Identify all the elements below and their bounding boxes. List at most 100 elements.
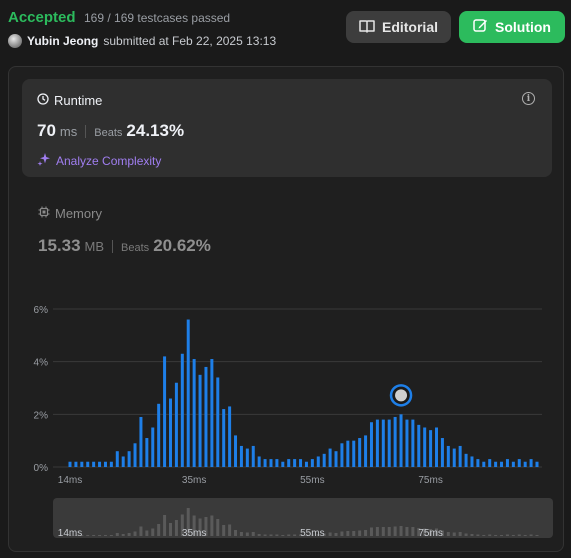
bar [239, 445, 243, 467]
editorial-button[interactable]: Editorial [346, 11, 451, 43]
runtime-unit: ms [59, 124, 78, 139]
mini-x-tick-label: 75ms [418, 528, 442, 539]
mini-bar [281, 535, 285, 536]
runtime-value: 70 [37, 121, 56, 140]
mini-x-tick-label: 14ms [58, 528, 82, 539]
memory-title[interactable]: Memory [38, 206, 102, 221]
bar [210, 359, 214, 467]
submitter-line: Yubin Jeong submitted at Feb 22, 2025 13… [8, 34, 276, 48]
memory-value: 15.33 [38, 236, 81, 255]
divider [112, 239, 114, 253]
mini-bar [375, 527, 379, 536]
bar [505, 459, 509, 467]
bar [405, 419, 409, 467]
mini-bar [464, 533, 468, 536]
runtime-title: Runtime [37, 93, 102, 108]
chip-icon [38, 206, 50, 221]
mini-bar [405, 527, 409, 536]
mini-bar [168, 523, 172, 536]
bar [322, 453, 326, 467]
bar [304, 461, 308, 467]
bar [151, 427, 155, 467]
x-tick-label: 55ms [300, 475, 324, 486]
bar [186, 319, 190, 467]
memory-title-text: Memory [55, 206, 102, 221]
mini-bar [500, 535, 504, 536]
results-panel: Runtime i 70 ms Beats 24.13% Analyze Com… [8, 66, 564, 552]
bar [482, 461, 486, 467]
runtime-distribution-chart: 0% 2% 4% 6% 14ms 35ms 55ms 75ms 14ms 35ms 55ms 75ms [34, 305, 542, 539]
bar [435, 427, 439, 467]
bar [74, 461, 78, 467]
solution-button[interactable]: Solution [459, 11, 565, 43]
mini-bar [186, 508, 190, 536]
bar [204, 366, 208, 467]
mini-bar [216, 519, 220, 536]
bar [145, 438, 149, 467]
runtime-card[interactable]: Runtime i 70 ms Beats 24.13% Analyze Com… [22, 79, 552, 177]
mini-bar [74, 535, 78, 536]
bar [68, 461, 72, 467]
bar [488, 459, 492, 467]
bar [334, 451, 338, 467]
bar [192, 359, 196, 467]
status-accepted: Accepted [8, 9, 76, 26]
y-tick-label: 4% [34, 358, 49, 369]
mini-bar [239, 532, 243, 536]
mini-bar [269, 534, 273, 536]
mini-bar [257, 534, 261, 536]
bar [364, 435, 368, 467]
user-name[interactable]: Yubin Jeong [27, 34, 99, 48]
mini-bar [387, 527, 391, 536]
mini-bar [369, 527, 373, 536]
bar [381, 419, 385, 467]
analyze-label: Analyze Complexity [56, 153, 162, 168]
x-tick-label: 14ms [58, 475, 82, 486]
bar [452, 448, 456, 467]
avatar[interactable] [8, 34, 22, 48]
mini-bar [328, 532, 332, 536]
submission-header: Accepted 169 / 169 testcases passed Yubi… [8, 8, 565, 52]
bar [293, 459, 297, 467]
bar [98, 461, 102, 467]
mini-bar [234, 530, 238, 536]
bar [375, 419, 379, 467]
mini-bar [393, 526, 397, 536]
bar [263, 459, 267, 467]
mini-bar [316, 534, 320, 536]
mini-bar [180, 514, 184, 536]
mini-bar [68, 535, 72, 536]
mini-bar [488, 534, 492, 536]
mini-bar [381, 527, 385, 536]
bar [275, 459, 279, 467]
mini-bar [174, 520, 178, 536]
memory-stats: 15.33 MB Beats 20.62% [38, 236, 211, 256]
bar [103, 461, 107, 467]
submitted-at: submitted at Feb 22, 2025 13:13 [103, 34, 277, 48]
mini-bar [470, 534, 474, 536]
mini-bar [435, 528, 439, 536]
mini-bar [511, 535, 515, 536]
mini-bar [228, 524, 232, 536]
mini-bar [157, 524, 161, 536]
info-icon[interactable]: i [522, 92, 535, 105]
bar [121, 456, 125, 467]
mini-bar [458, 532, 462, 536]
runtime-stats: 70 ms Beats 24.13% [37, 121, 184, 141]
bar [358, 438, 362, 467]
range-slider-track[interactable] [53, 498, 553, 538]
memory-unit: MB [84, 239, 105, 254]
mini-bar [251, 532, 255, 536]
bar [299, 459, 303, 467]
bar [387, 419, 391, 467]
runtime-title-text: Runtime [54, 93, 103, 108]
mini-bar [275, 534, 279, 536]
bar [393, 416, 397, 467]
solution-label: Solution [495, 19, 551, 35]
analyze-complexity-button[interactable]: Analyze Complexity [37, 152, 161, 169]
mini-bar [115, 533, 119, 536]
bar [411, 419, 415, 467]
mini-bar [222, 525, 226, 536]
avatar [395, 389, 408, 402]
mini-bar [346, 531, 350, 536]
